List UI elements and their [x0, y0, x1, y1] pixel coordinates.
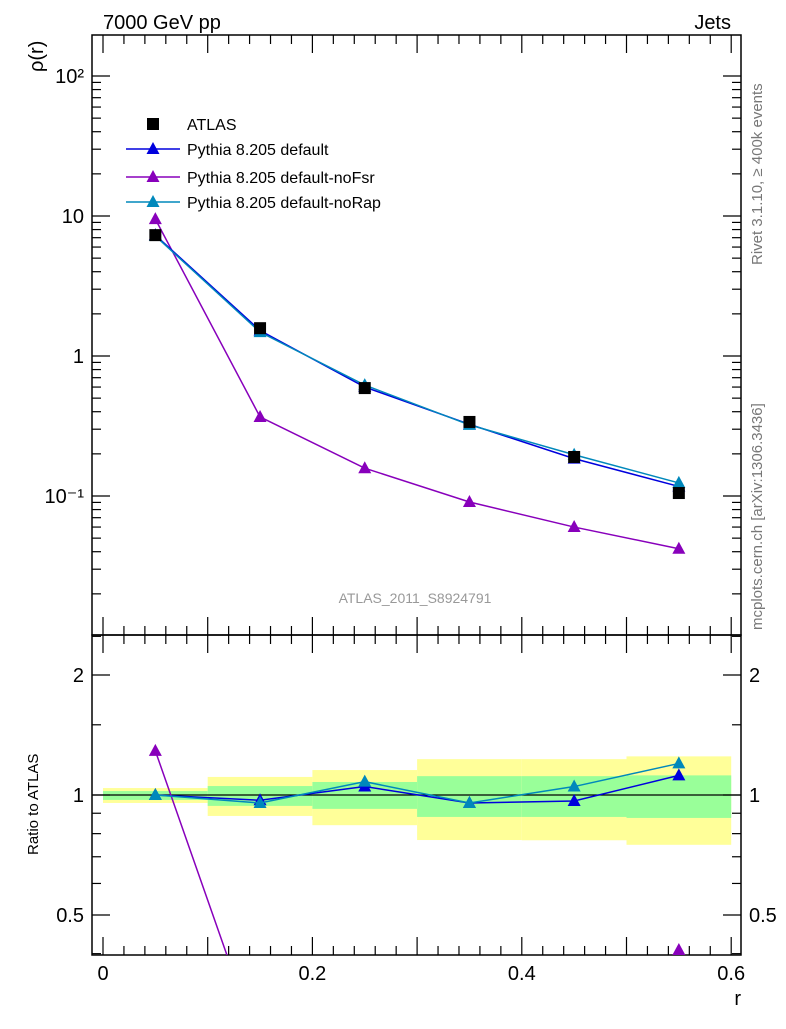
ratio-point-noFsr	[672, 943, 686, 955]
ratio-point-noRap	[358, 774, 372, 787]
data-point-noRap	[672, 475, 686, 488]
legend-label-noFsr: Pythia 8.205 default-noFsr	[187, 170, 375, 187]
series-line-noRap	[154, 235, 680, 484]
legend-label-noRap: Pythia 8.205 default-noRap	[187, 195, 381, 212]
ratio-y-tick-label: 0.5	[56, 905, 84, 927]
ratio-y-tick-label-right: 0.5	[749, 905, 777, 927]
series-line-default	[154, 234, 680, 488]
header-left: 7000 GeV pp	[103, 12, 221, 34]
x-tick-label: 0.2	[298, 963, 326, 985]
watermark: ATLAS_2011_S8924791	[339, 590, 492, 606]
y-tick-label: 10⁻¹	[45, 486, 85, 508]
y-tick-label: 1	[73, 346, 84, 368]
ratio-point-noRap	[253, 795, 267, 808]
legend-marker-noFsr	[146, 170, 160, 182]
legend-marker-noRap	[146, 195, 160, 207]
data-point-ATLAS	[463, 415, 476, 428]
x-axis-label: r	[734, 988, 741, 1010]
data-point-noFsr	[567, 520, 581, 533]
legend-marker-ATLAS	[147, 118, 159, 130]
data-point-ATLAS	[149, 229, 162, 242]
ratio-point-default	[567, 793, 581, 806]
y-tick-label: 10	[62, 206, 84, 228]
ratio-y-tick-label-right: 2	[749, 665, 760, 687]
x-tick-label: 0	[97, 963, 108, 985]
ratio-y-axis-label: Ratio to ATLAS	[25, 754, 42, 855]
data-point-ATLAS	[568, 450, 581, 463]
data-point-noFsr	[358, 461, 372, 474]
ratio-point-default	[672, 768, 686, 781]
data-point-ATLAS	[358, 382, 371, 395]
side-text-bottom: mcplots.cern.ch [arXiv:1306.3436]	[749, 403, 766, 630]
ratio-line-default	[155, 774, 680, 804]
data-point-noFsr	[148, 212, 162, 225]
header-right: Jets	[694, 12, 731, 34]
legend-label-default: Pythia 8.205 default	[187, 142, 329, 159]
legend-marker-default	[146, 142, 160, 154]
legend-label-ATLAS: ATLAS	[187, 117, 237, 134]
ratio-point-noRap	[672, 756, 686, 769]
ratio-data	[148, 743, 686, 955]
data-point-noFsr	[253, 409, 267, 422]
ratio-y-tick-label: 1	[73, 785, 84, 807]
series-line-noFsr	[154, 218, 680, 550]
ratio-y-tick-label: 2	[73, 665, 84, 687]
stat-uncertainty-band	[626, 775, 732, 818]
side-text-top: Rivet 3.1.10, ≥ 400k events	[749, 83, 766, 265]
y-axis-label: ρ(r)	[26, 41, 48, 72]
y-tick-label: 10²	[55, 66, 84, 88]
data-point-noFsr	[462, 495, 476, 508]
ratio-y-tick-label-right: 1	[749, 785, 760, 807]
main-data	[148, 212, 686, 554]
ratio-point-noRap	[148, 788, 162, 800]
ratio-point-noFsr	[148, 743, 162, 756]
ratio-line-noRap	[155, 762, 680, 804]
ratio-point-noRap	[567, 779, 581, 792]
x-tick-label: 0.6	[717, 963, 745, 985]
x-tick-label: 0.4	[508, 963, 536, 985]
data-point-ATLAS	[672, 487, 685, 500]
data-point-ATLAS	[254, 322, 267, 335]
ratio-point-noRap	[462, 795, 476, 808]
data-point-noFsr	[672, 541, 686, 554]
